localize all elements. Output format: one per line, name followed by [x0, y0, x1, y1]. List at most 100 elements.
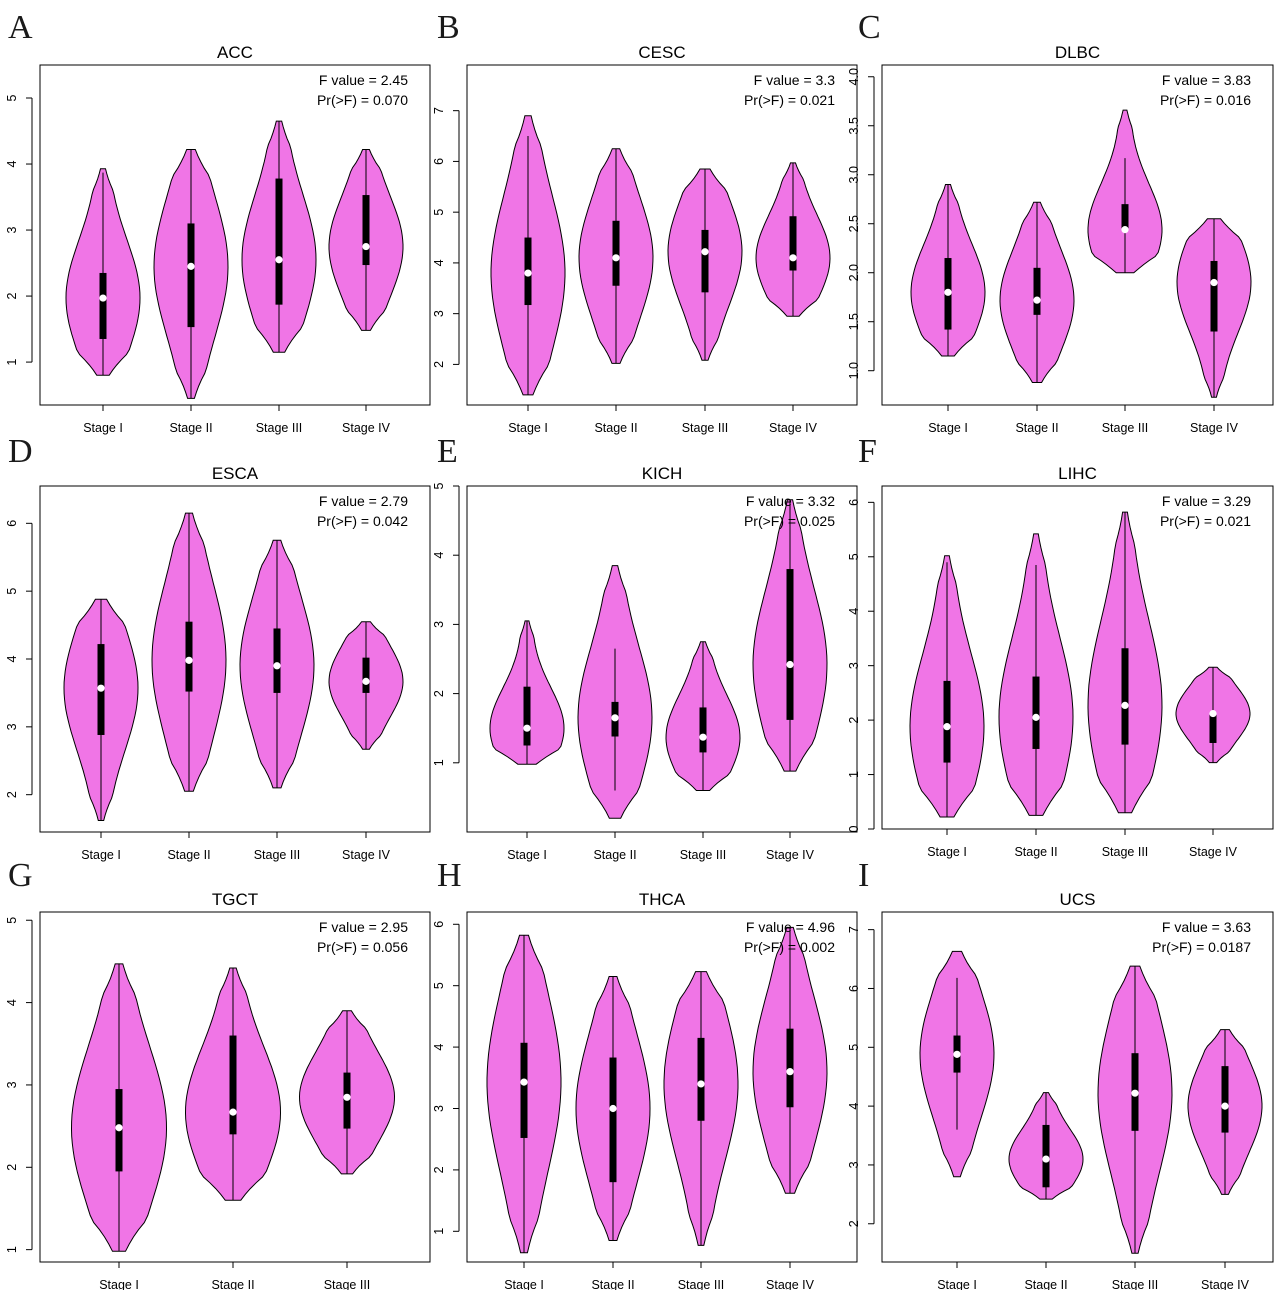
x-tick-label: Stage IV — [769, 421, 818, 435]
chart-title: ESCA — [212, 464, 259, 483]
y-tick-label: 2 — [5, 293, 19, 300]
y-tick-label: 2 — [5, 791, 19, 798]
iqr-box-4 — [786, 1028, 794, 1108]
x-tick-label: Stage III — [1112, 1278, 1159, 1290]
y-tick-label: 3 — [847, 1161, 861, 1168]
median-marker-4 — [1221, 1102, 1229, 1110]
x-tick-label: Stage II — [1014, 845, 1057, 859]
y-tick-label: 2 — [5, 1164, 19, 1171]
y-tick-label: 2 — [847, 717, 861, 724]
median-marker-2 — [1033, 296, 1041, 304]
y-tick-label: 3 — [432, 310, 446, 317]
x-tick-label: Stage I — [81, 848, 121, 862]
x-tick-label: Stage II — [169, 421, 212, 435]
median-marker-2 — [229, 1108, 237, 1116]
x-tick-label: Stage III — [680, 848, 727, 862]
x-tick-label: Stage II — [1015, 421, 1058, 435]
panel-f: F LIHC 0 1 2 3 4 5 6 Stage I Stage II Stage III Stag… — [847, 433, 1274, 859]
median-marker-2 — [1032, 713, 1040, 721]
panel-letter: A — [8, 9, 33, 46]
y-tick-label: 6 — [432, 158, 446, 165]
y-tick-label: 6 — [432, 921, 446, 928]
median-marker-2 — [1042, 1155, 1050, 1163]
panel-g: G TGCT 1 2 3 4 5 Stage I Stage II Stage III F valu… — [5, 857, 431, 1290]
iqr-box-2 — [187, 223, 195, 328]
median-marker-3 — [1121, 226, 1129, 234]
y-tick-label: 5 — [432, 982, 446, 989]
x-tick-label: Stage I — [927, 845, 967, 859]
x-tick-label: Stage III — [1102, 845, 1149, 859]
iqr-box-4 — [362, 195, 370, 266]
median-marker-3 — [697, 1080, 705, 1088]
y-tick-label: 4 — [432, 1044, 446, 1051]
iqr-box-2 — [185, 621, 193, 692]
x-tick-label: Stage III — [678, 1278, 725, 1290]
iqr-box-1 — [520, 1042, 528, 1138]
x-tick-label: Stage I — [507, 848, 547, 862]
f-value-label: F value = 3.63 — [1162, 919, 1251, 935]
y-tick-label: 1.0 — [847, 362, 861, 379]
iqr-box-4 — [362, 657, 370, 693]
plot-frame — [881, 64, 1274, 406]
p-value-label: Pr(>F) = 0.056 — [317, 939, 408, 955]
x-tick-label: Stage IV — [342, 848, 391, 862]
y-tick-label: 3.0 — [847, 166, 861, 183]
y-tick-label: 4 — [5, 999, 19, 1006]
y-tick-label: 0 — [847, 825, 861, 832]
iqr-box-3 — [699, 707, 707, 753]
panel-a: A ACC 1 2 3 4 5 Stage I Stage II Stage III Stage I… — [5, 9, 431, 435]
plot-frame — [466, 911, 858, 1263]
y-tick-label: 7 — [847, 926, 861, 933]
median-marker-4 — [789, 254, 797, 262]
median-marker-3 — [699, 733, 707, 741]
plot-frame — [39, 911, 431, 1263]
x-tick-label: Stage II — [211, 1278, 254, 1290]
y-tick-label: 5 — [847, 1044, 861, 1051]
median-marker-2 — [612, 254, 620, 262]
f-value-label: F value = 2.45 — [319, 72, 408, 88]
y-tick-label: 5 — [5, 588, 19, 595]
x-tick-label: Stage IV — [766, 848, 815, 862]
iqr-box-4 — [1210, 260, 1218, 332]
y-tick-label: 3 — [432, 621, 446, 628]
f-value-label: F value = 3.29 — [1162, 493, 1251, 509]
x-tick-label: Stage IV — [1189, 845, 1238, 859]
y-tick-label: 1 — [847, 771, 861, 778]
y-tick-label: 4 — [5, 161, 19, 168]
y-tick-label: 5 — [432, 482, 446, 489]
x-tick-label: Stage IV — [1201, 1278, 1250, 1290]
median-marker-4 — [1209, 709, 1217, 718]
iqr-box-3 — [275, 178, 283, 305]
iqr-box-4 — [786, 569, 794, 720]
panel-letter: G — [8, 857, 33, 894]
iqr-box-3 — [701, 229, 709, 293]
median-marker-2 — [611, 714, 619, 722]
chart-title: THCA — [639, 890, 686, 909]
plot-frame — [39, 64, 431, 406]
median-marker-2 — [609, 1104, 617, 1113]
median-marker-1 — [953, 1050, 961, 1058]
y-tick-label: 4.0 — [847, 68, 861, 85]
plot-frame — [881, 485, 1274, 830]
panel-e: E KICH 1 2 3 4 5 Stage I Stage II Stage III Stage … — [432, 433, 858, 862]
y-tick-label: 2.0 — [847, 264, 861, 281]
x-tick-label: Stage III — [682, 421, 729, 435]
y-tick-label: 6 — [5, 520, 19, 527]
x-tick-label: Stage I — [928, 421, 968, 435]
x-tick-label: Stage I — [99, 1278, 139, 1290]
p-value-label: Pr(>F) = 0.016 — [1160, 92, 1251, 108]
panel-letter: H — [437, 857, 462, 894]
y-tick-label: 2 — [432, 1166, 446, 1173]
y-tick-label: 4 — [432, 259, 446, 266]
chart-title: CESC — [638, 43, 685, 62]
f-value-label: F value = 2.79 — [319, 493, 408, 509]
x-tick-label: Stage II — [167, 848, 210, 862]
median-marker-4 — [1210, 278, 1218, 287]
panel-letter: C — [858, 9, 881, 46]
median-marker-1 — [520, 1078, 528, 1086]
median-marker-4 — [786, 1068, 794, 1076]
chart-title: LIHC — [1058, 464, 1097, 483]
chart-title: TGCT — [212, 890, 258, 909]
median-marker-3 — [701, 248, 709, 256]
panel-letter: I — [858, 857, 869, 894]
